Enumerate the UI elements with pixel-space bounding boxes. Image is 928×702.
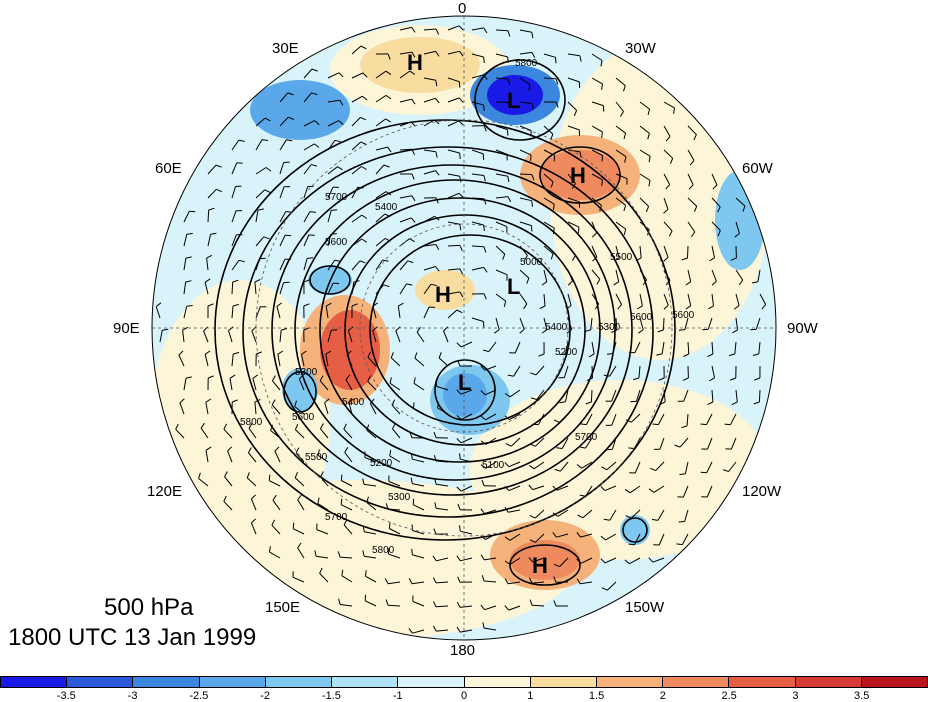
colorbar-tick-label: -3.5 <box>56 690 76 702</box>
pressure-level-label: 500 hPa <box>104 594 194 621</box>
wind-barbs <box>155 25 767 634</box>
lon-label-90w: 90W <box>787 320 818 337</box>
valid-time-label: 1800 UTC 13 Jan 1999 <box>8 624 257 651</box>
contour-labels: 5800 5700 5600 5400 5300 5200 5100 5000 … <box>240 58 695 556</box>
high-marker: H <box>570 163 586 188</box>
high-marker: H <box>407 50 423 75</box>
colorbar-cell <box>199 676 266 688</box>
low-marker: L <box>507 274 520 299</box>
lon-label-120w: 120W <box>742 483 782 500</box>
colorbar-cell <box>729 676 796 688</box>
colorbar-cell <box>133 676 200 688</box>
colorbar-tick-label: 1.5 <box>588 690 605 702</box>
colorbar-tick-label: 3 <box>792 690 799 702</box>
high-marker: H <box>532 553 548 578</box>
colorbar-cell <box>861 676 928 688</box>
lon-label-150w: 150W <box>625 599 665 616</box>
colorbar-cell <box>596 676 664 688</box>
contour-label: 5600 <box>630 312 653 323</box>
contour-label: 5400 <box>342 397 365 408</box>
lon-label-60w: 60W <box>742 160 773 177</box>
lon-label-60e: 60E <box>155 160 182 177</box>
lon-label-120e: 120E <box>147 483 183 500</box>
colorbar-cell <box>398 676 465 688</box>
lon-label-180: 180 <box>450 642 476 659</box>
lon-label-30e: 30E <box>272 40 299 57</box>
contour-label: 5500 <box>610 252 633 263</box>
colorbar-tick-label: -2.5 <box>189 690 209 702</box>
colorbar-cell <box>663 676 730 688</box>
contour-label: 5000 <box>520 257 543 268</box>
colorbar-cell <box>464 676 531 688</box>
colorbar-tick-label: -2 <box>260 690 271 702</box>
contour-label: 5200 <box>370 458 393 469</box>
graticule <box>152 16 776 640</box>
contour-label: 5100 <box>482 460 505 471</box>
height-contours <box>214 59 676 586</box>
high-marker: H <box>435 282 451 307</box>
contour-label: 5800 <box>372 545 395 556</box>
map-boundary <box>151 15 777 641</box>
pressure-system-labels: H L H H L L H <box>407 50 586 578</box>
colorbar-tick-label: -3 <box>127 690 138 702</box>
contour-label: 5600 <box>292 412 315 423</box>
contour-label: 5500 <box>305 452 328 463</box>
colorbar-cell <box>0 676 68 688</box>
low-marker: L <box>458 370 471 395</box>
contour-label: 5700 <box>325 512 348 523</box>
colorbar-cell <box>795 676 862 688</box>
colorbar-tick-label: -1 <box>392 690 403 702</box>
colorbar-tick-label: 0 <box>460 690 468 702</box>
contour-label: 5600 <box>672 310 695 321</box>
contour-label: 5300 <box>388 492 411 503</box>
contour-label: 5400 <box>545 322 568 333</box>
colorbar-cell <box>67 676 134 688</box>
lon-label-90e: 90E <box>113 320 140 337</box>
contour-label: 5800 <box>240 417 263 428</box>
colorbar-cell <box>265 676 333 688</box>
colorbar-cell <box>530 676 597 688</box>
contour-label: 5600 <box>325 237 348 248</box>
contour-label: 5200 <box>555 347 578 358</box>
colorbar-tick-label: 3.5 <box>854 690 870 702</box>
lon-label-0: 0 <box>458 0 467 17</box>
colorbar-tick-label: 1 <box>527 690 534 702</box>
colorbar <box>0 676 928 688</box>
colorbar-cell <box>332 676 399 688</box>
contour-label: 5300 <box>598 322 621 333</box>
colorbar-tick-label: 2 <box>659 690 666 702</box>
contour-label: 5400 <box>375 202 398 213</box>
contour-label: 5300 <box>295 367 318 378</box>
contour-label: 5700 <box>575 432 598 443</box>
lon-label-30w: 30W <box>625 40 656 57</box>
contour-label: 5700 <box>325 192 348 203</box>
anomaly-shading <box>152 25 770 640</box>
low-marker: L <box>507 88 520 113</box>
colorbar-tick-label: 2.5 <box>721 690 737 702</box>
polar-stereographic-map: H L H H L L H 5800 5700 5600 5400 5300 5… <box>151 15 777 641</box>
contour-label: 5800 <box>515 58 538 69</box>
lon-label-150e: 150E <box>265 599 301 616</box>
colorbar-tick-label: -1.5 <box>321 690 341 702</box>
